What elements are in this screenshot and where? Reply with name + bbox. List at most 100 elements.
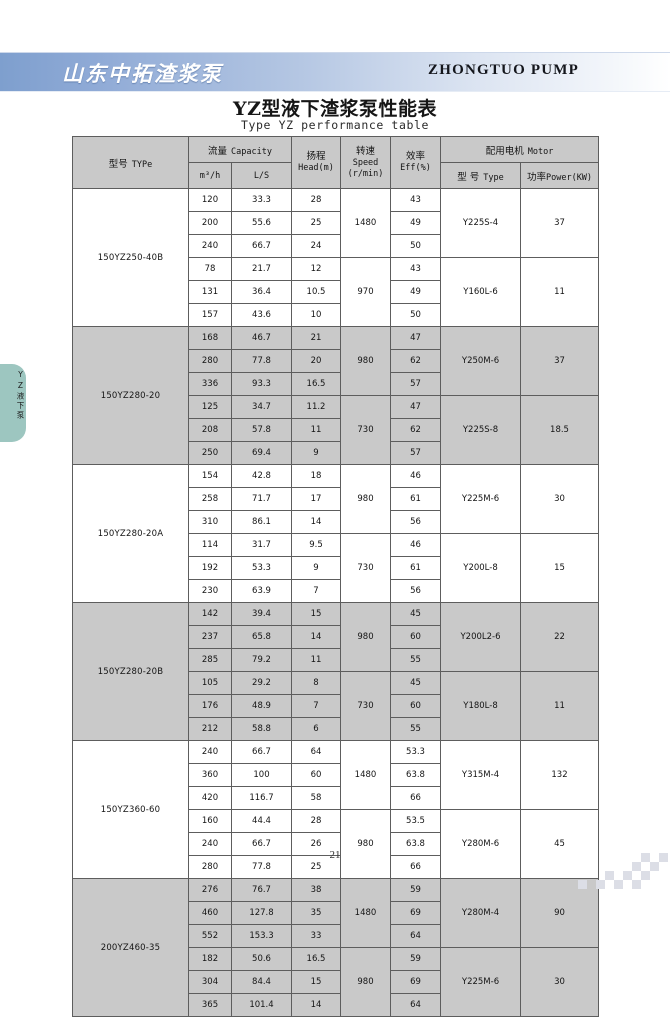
cell-speed: 1480 [340,878,391,948]
cell-capacity-ls: 44.4 [231,809,292,833]
cell-capacity-m3h: 240 [188,740,232,764]
cell-capacity-m3h: 142 [188,602,232,626]
cell-motor-power: 37 [519,188,600,258]
col-header-motor: 配用电机 Motor [439,136,600,163]
cell-efficiency: 43 [390,257,441,281]
cell-capacity-m3h: 131 [188,280,232,304]
col-header-efficiency-cn: 效率 [405,151,425,162]
table-row: 131 36.4 10.5 49 [73,280,599,304]
table-row: 285 79.2 11 55 [73,648,599,672]
cell-capacity-m3h: 280 [188,855,232,879]
cell-capacity-ls: 53.3 [231,556,292,580]
table-row: 280 77.8 20 62 [73,349,599,373]
cell-capacity-ls: 42.8 [231,464,292,488]
cell-head: 11.2 [291,395,341,419]
cell-efficiency: 61 [390,487,441,511]
cell-head: 16.5 [291,947,341,971]
col-header-speed-unit: (r/min) [347,168,384,179]
cell-efficiency: 57 [390,441,441,465]
col-header-head-cn: 扬程 [306,151,326,162]
table-row: 230 63.9 7 56 [73,579,599,603]
cell-head: 21 [291,326,341,350]
cell-motor-power: 11 [519,257,600,327]
col-header-model-en: TYPe [131,159,153,170]
cell-motor-type: Y225S-4 [440,188,521,258]
cell-efficiency: 55 [390,648,441,672]
cell-capacity-m3h: 200 [188,211,232,235]
cell-capacity-ls: 34.7 [231,395,292,419]
cell-motor-type: Y180L-8 [440,671,521,741]
cell-capacity-m3h: 250 [188,441,232,465]
cell-motor-power: 22 [519,602,600,672]
cell-motor-type: Y280M-4 [440,878,521,948]
cell-head: 14 [291,625,341,649]
cell-capacity-ls: 116.7 [231,786,292,810]
cell-efficiency: 64 [390,993,441,1017]
col-header-motor-type-cn: 型 号 [457,171,480,183]
cell-motor-power: 30 [519,947,600,1017]
cell-capacity-m3h: 285 [188,648,232,672]
cell-efficiency: 57 [390,372,441,396]
cell-head: 64 [291,740,341,764]
table-row: 150YZ280-20 168 46.7 21 980 47 Y250M-6 37 [72,326,600,465]
cell-efficiency: 64 [390,924,441,948]
cell-motor-type: Y225M-6 [440,464,521,534]
cell-capacity-m3h: 192 [188,556,232,580]
cell-head: 15 [291,970,341,994]
table-row: 176 48.9 7 60 [73,694,599,718]
cell-efficiency: 55 [390,717,441,741]
table-row: 336 93.3 16.5 57 [73,372,599,396]
cell-efficiency: 49 [390,211,441,235]
decorative-checker-pattern [578,853,668,889]
cell-model: 150YZ360-60 [72,740,189,879]
cell-efficiency: 49 [390,280,441,304]
cell-head: 6 [291,717,341,741]
table-row: 160 44.4 28 980 53.5 Y280M-6 45 [73,809,600,879]
cell-efficiency: 47 [390,395,441,419]
cell-capacity-m3h: 176 [188,694,232,718]
cell-speed: 980 [340,326,391,396]
table-row: 240 66.7 26 63.8 [73,832,599,856]
cell-motor-power: 11 [519,671,600,741]
col-header-efficiency: 效率 Eff(%) [390,136,441,189]
cell-motor-type: Y160L-6 [440,257,521,327]
cell-capacity-ls: 21.7 [231,257,292,281]
table-body: 150YZ250-40B 120 33.3 28 1480 43 Y225S-4 37 200 5… [72,188,600,1017]
cell-capacity-ls: 65.8 [231,625,292,649]
table-row: 157 43.6 10 50 [73,303,599,327]
cell-head: 26 [291,832,341,856]
cell-capacity-ls: 84.4 [231,970,292,994]
col-header-unit-m3h: m³/h [188,162,232,189]
side-tab-yz-submersible-pump[interactable]: YZ液下泵 [0,364,26,442]
cell-efficiency: 45 [390,671,441,695]
table-row: 420 116.7 58 66 [73,786,599,810]
cell-capacity-m3h: 460 [188,901,232,925]
cell-head: 28 [291,188,341,212]
cell-efficiency: 60 [390,694,441,718]
cell-capacity-ls: 76.7 [231,878,292,902]
cell-head: 14 [291,510,341,534]
cell-efficiency: 69 [390,901,441,925]
cell-head: 33 [291,924,341,948]
cell-efficiency: 62 [390,418,441,442]
table-row: 150YZ360-60 240 66.7 64 1480 53.3 Y315M-4 132 [72,740,600,879]
cell-motor-power: 15 [519,533,600,603]
cell-capacity-ls: 93.3 [231,372,292,396]
cell-model: 150YZ280-20A [72,464,189,603]
cell-head: 9 [291,556,341,580]
cell-efficiency: 50 [390,234,441,258]
col-header-efficiency-en: Eff(%) [400,163,431,173]
page-title-chinese: YZ型液下渣浆泵性能表 [233,98,437,120]
cell-efficiency: 69 [390,970,441,994]
cell-capacity-m3h: 552 [188,924,232,948]
cell-head: 60 [291,763,341,787]
cell-capacity-m3h: 304 [188,970,232,994]
cell-capacity-ls: 36.4 [231,280,292,304]
cell-efficiency: 46 [390,464,441,488]
cell-speed: 730 [340,671,391,741]
cell-capacity-ls: 55.6 [231,211,292,235]
cell-capacity-m3h: 365 [188,993,232,1017]
cell-head: 16.5 [291,372,341,396]
col-header-motor-cn: 配用电机 [485,145,524,157]
performance-table: 型号 TYPe 流量 Capacity 扬程 Head(m) 转速 Speed (r/… [72,136,600,1017]
